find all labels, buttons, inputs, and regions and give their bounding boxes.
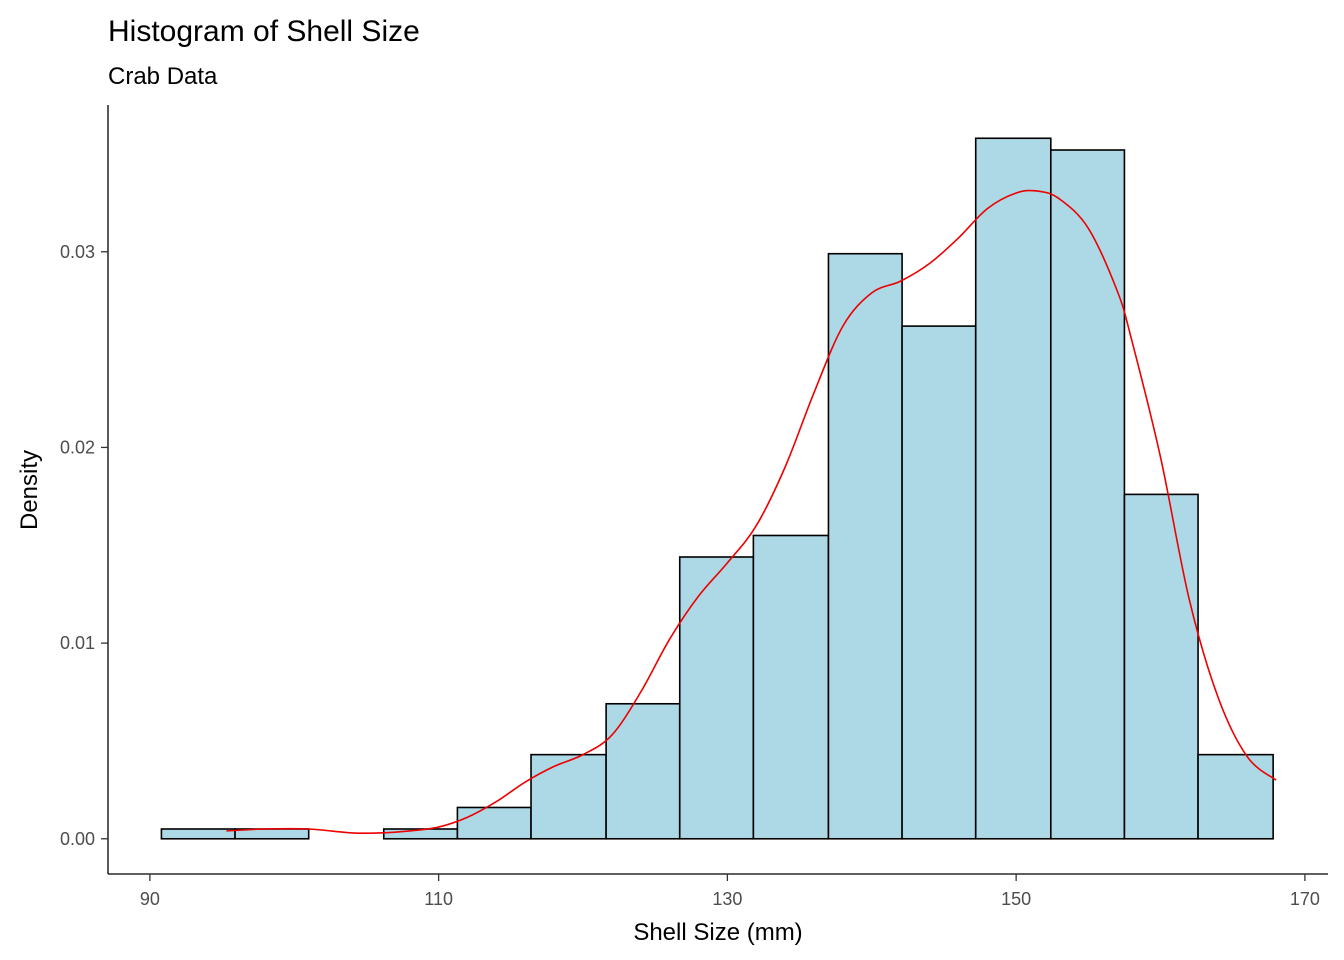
x-axis-title: Shell Size (mm) — [633, 919, 802, 946]
y-tick-label: 0.03 — [60, 242, 95, 262]
density-curve — [226, 189, 1277, 835]
histogram-bar — [1123, 493, 1199, 840]
x-tick-label: 130 — [712, 889, 742, 909]
chart-subtitle: Crab Data — [108, 63, 218, 90]
y-axis-title: Density — [16, 450, 43, 530]
histogram-bar — [530, 753, 607, 840]
x-tick-label: 170 — [1290, 889, 1320, 909]
histogram-bar — [1197, 753, 1274, 840]
histogram-bar — [456, 806, 532, 840]
histogram-bars — [160, 137, 1274, 840]
y-tick-label: 0.00 — [60, 829, 95, 849]
histogram-bar — [827, 252, 903, 840]
chart-title: Histogram of Shell Size — [108, 15, 420, 48]
histogram-bar — [752, 534, 830, 840]
histogram-bar — [605, 702, 681, 840]
histogram-bar — [1049, 149, 1126, 840]
y-tick-label: 0.02 — [60, 437, 95, 457]
x-tick-label: 110 — [424, 889, 453, 909]
x-tick-label: 90 — [140, 889, 160, 909]
x-axis-ticks: 90 110 130 150 170 — [140, 874, 1320, 909]
histogram-bar — [678, 556, 755, 840]
histogram-bar — [974, 137, 1052, 840]
histogram-bar — [901, 325, 977, 840]
y-axis-ticks: 0.00 0.01 0.02 0.03 — [60, 242, 108, 849]
x-tick-label: 150 — [1001, 889, 1031, 909]
histogram-bar — [160, 828, 236, 840]
y-tick-label: 0.01 — [60, 633, 95, 653]
